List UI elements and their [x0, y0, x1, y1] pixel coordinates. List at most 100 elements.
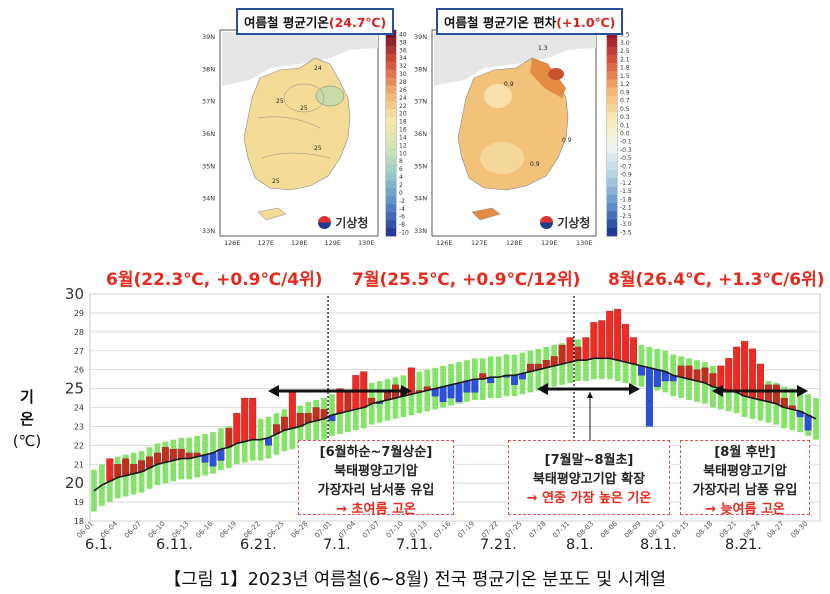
x-tick-label: 08-06	[599, 519, 619, 539]
date-label: 8.21.	[725, 537, 762, 553]
map-lon-label: 128E	[291, 239, 308, 247]
colorbar-tick-label: 10	[399, 150, 407, 157]
map-title-value: (+1.0℃)	[556, 15, 616, 30]
kma-logo-text: 기상청	[557, 216, 591, 230]
arrowhead-icon	[712, 385, 723, 397]
callout-line: → 초여름 고온	[336, 502, 416, 517]
map-lon-label: 128E	[506, 239, 523, 247]
colorbar-swatch	[386, 53, 396, 62]
figure-caption: 【그림 1】2023년 여름철(6~8월) 전국 평균기온 분포도 및 시계열	[163, 570, 667, 590]
cool-anomaly-bar	[209, 452, 217, 467]
colorbar-tick-label: 3.0	[620, 40, 630, 47]
colorbar-swatch	[386, 101, 396, 110]
cool-anomaly-bar	[637, 365, 645, 376]
y-axis-label-line: 기	[20, 388, 34, 406]
colorbar-swatch	[607, 203, 617, 212]
warm-anomaly-bar	[288, 390, 296, 429]
colorbar-tick-label: -1.8	[620, 196, 632, 203]
colorbar-tick-label: 6	[399, 166, 403, 173]
map-lat-label: 38N	[414, 65, 427, 73]
colorbar-tick-label: -4	[399, 206, 405, 213]
warm-anomaly-bar	[772, 384, 780, 404]
colorbar-tick-label: -2	[399, 198, 405, 205]
colorbar-tick-label: -1.2	[620, 180, 632, 187]
cool-anomaly-bar	[463, 380, 471, 393]
warm-anomaly-bar	[114, 464, 122, 478]
colorbar-tick-label: -0.9	[620, 172, 632, 179]
map-lon-label: 130E	[358, 239, 375, 247]
x-tick-label: 06-19	[218, 520, 238, 540]
august-summary-label: 8월(26.4℃, +1.3℃/6위)	[608, 270, 825, 290]
map-lat-label: 34N	[202, 195, 215, 203]
map-lat-label: 33N	[414, 227, 427, 235]
x-tick-label: 07-28	[528, 520, 548, 540]
colorbar-tick-label: 16	[399, 127, 407, 134]
colorbar-tick-label: 4	[399, 174, 403, 181]
colorbar-tick-label: -8	[399, 222, 405, 229]
colorbar-tick-label: 1.5	[620, 73, 630, 80]
colorbar-swatch	[386, 204, 396, 213]
callout-early-summer: [6월하순~7월상순] 북태평양고기압 가장자리 남서풍 유입 → 초여름 고온	[298, 440, 454, 517]
map-lat-label: 39N	[414, 33, 427, 41]
map-contour-label: 0.9	[562, 137, 572, 144]
colorbar-tick-label: -0.1	[620, 139, 632, 146]
cool-anomaly-bar	[439, 386, 447, 402]
x-tick-label: 06-16	[194, 519, 214, 539]
colorbar-swatch	[386, 109, 396, 118]
colorbar-tick-label: -1.5	[620, 188, 632, 195]
map-lon-label: 127E	[471, 239, 488, 247]
colorbar-tick-label: 1.2	[620, 81, 630, 88]
warm-anomaly-bar	[725, 358, 733, 391]
map-contour-label: 24	[314, 65, 322, 72]
colorbar-swatch	[386, 140, 396, 150]
y-tick-label: 20	[65, 474, 84, 492]
map-title-text: 여름철 평균기온 편차	[444, 15, 557, 30]
colorbar-swatch	[386, 228, 396, 237]
y-tick-label: 24	[74, 404, 84, 413]
y-axis-label-line: (℃)	[12, 432, 42, 450]
warm-anomaly-bar	[558, 344, 566, 365]
arrowhead-icon	[797, 385, 808, 397]
warm-anomaly-bar	[701, 367, 709, 384]
map-contour-label: 0.9	[530, 161, 540, 168]
colorbar-tick-label: 18	[399, 119, 407, 126]
colorbar-swatch	[386, 148, 396, 158]
kma-emblem-icon	[318, 216, 331, 229]
map-lat-label: 38N	[202, 65, 215, 73]
colorbar-tick-label: -2.5	[620, 213, 632, 220]
colorbar-swatch	[386, 164, 396, 173]
callout-peak-heat: [7월말~8월초] 북태평양고기압 확장 → 연중 가장 높은 기온	[508, 440, 670, 515]
colorbar-tick-label: 26	[399, 87, 407, 94]
warm-anomaly-bar	[304, 413, 312, 423]
colorbar-swatch	[607, 71, 617, 80]
kma-emblem-icon	[540, 216, 553, 229]
colorbar-swatch	[607, 38, 617, 47]
colorbar-tick-label: 2	[399, 182, 403, 189]
callout-line: 북태평양고기압 확장	[532, 472, 646, 487]
callout-line: → 연중 가장 높은 기온	[526, 491, 652, 506]
x-tick-label: 08-30	[789, 520, 809, 540]
map-lat-label: 35N	[202, 162, 215, 170]
climatology-line	[93, 357, 817, 492]
colorbar-tick-label: 0.1	[620, 122, 630, 129]
colorbar-swatch	[386, 77, 396, 86]
map-lat-label: 33N	[202, 227, 215, 235]
map-contour-label: 25	[276, 98, 284, 105]
colorbar-swatch	[607, 186, 617, 196]
warm-anomaly-bar	[550, 356, 558, 367]
colorbar-tick-label: -2.1	[620, 205, 632, 212]
warm-anomaly-bar	[249, 397, 257, 440]
warm-anomaly-bar	[169, 448, 177, 461]
y-tick-label: 28	[74, 328, 84, 337]
colorbar-tick-label: 36	[399, 47, 407, 54]
colorbar-tick-label: 14	[399, 134, 407, 141]
warm-anomaly-bar	[233, 413, 241, 444]
colorbar-swatch	[386, 117, 396, 126]
cool-anomaly-bar	[511, 375, 518, 385]
warm-anomaly-bar	[153, 452, 161, 465]
date-label: 8.11.	[640, 537, 677, 553]
warm-anomaly-bar	[677, 365, 685, 378]
warm-anomaly-bar	[177, 448, 185, 459]
colorbar-tick-label: 2.1	[620, 56, 630, 63]
colorbar-tick-label: 20	[399, 111, 407, 118]
